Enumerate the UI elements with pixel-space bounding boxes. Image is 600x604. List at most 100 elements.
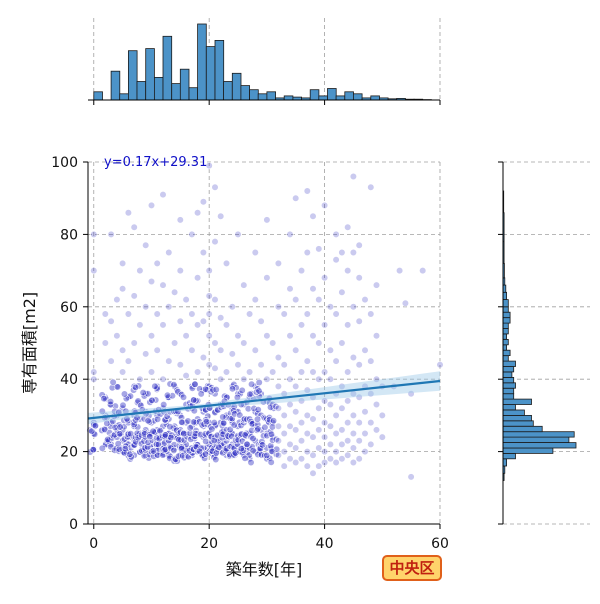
scatter-point — [350, 459, 357, 466]
right-hist-bar — [503, 410, 524, 415]
scatter-point — [200, 318, 207, 325]
scatter-point — [137, 376, 144, 383]
scatter-point — [206, 311, 213, 318]
scatter-point — [333, 256, 340, 263]
right-hist-bar — [503, 334, 507, 339]
scatter-point — [131, 293, 138, 300]
scatter-point — [252, 249, 259, 256]
scatter-point — [316, 405, 323, 412]
scatter-point — [310, 416, 317, 423]
scatter-point — [327, 347, 334, 354]
scatter-point — [368, 441, 375, 448]
scatter-point — [142, 242, 149, 249]
scatter-point — [178, 445, 185, 452]
top-hist-bar — [137, 82, 146, 101]
x-tick-label: 20 — [200, 536, 218, 552]
scatter-point — [177, 267, 184, 274]
scatter-point — [327, 376, 334, 383]
scatter-point — [148, 278, 155, 285]
right-hist-bar — [503, 453, 516, 458]
scatter-point — [200, 249, 207, 256]
scatter-point — [298, 267, 305, 274]
scatter-point — [244, 441, 251, 448]
scatter-point — [316, 445, 323, 452]
scatter-point — [254, 416, 261, 423]
scatter-point — [148, 202, 155, 209]
scatter-point — [211, 419, 218, 426]
scatter-point — [213, 456, 220, 463]
scatter-point — [310, 333, 317, 340]
scatter-point — [281, 412, 288, 419]
scatter-point — [177, 361, 184, 368]
top-hist-bar — [146, 49, 155, 100]
scatter-point — [229, 351, 236, 358]
scatter-point — [104, 436, 111, 443]
scatter-point — [316, 340, 323, 347]
scatter-point — [140, 389, 147, 396]
scatter-point — [327, 441, 334, 448]
scatter-point — [339, 289, 346, 296]
scatter-point — [131, 224, 138, 231]
scatter-point — [344, 419, 351, 426]
scatter-point — [258, 318, 265, 325]
scatter-point — [373, 401, 380, 408]
scatter-point — [160, 322, 167, 329]
scatter-point — [206, 361, 213, 368]
scatter-point — [287, 441, 294, 448]
scatter-point — [256, 388, 263, 395]
scatter-point — [321, 369, 328, 376]
scatter-point — [292, 347, 299, 354]
scatter-point — [152, 383, 159, 390]
top-hist-bar — [163, 36, 172, 100]
scatter-point — [150, 428, 157, 435]
top-hist-bar — [310, 90, 319, 100]
scatter-point — [177, 217, 184, 224]
scatter-point — [255, 426, 262, 433]
scatter-point — [108, 358, 115, 365]
scatter-point — [321, 322, 328, 329]
scatter-point — [368, 184, 375, 191]
right-hist-bar — [503, 356, 508, 361]
y-tick-label: 20 — [60, 445, 78, 461]
scatter-point — [183, 372, 190, 379]
scatter-point — [248, 381, 255, 388]
top-hist-bar — [128, 51, 137, 100]
scatter-point — [206, 293, 213, 300]
scatter-point — [160, 282, 167, 289]
scatter-point — [275, 383, 282, 390]
right-hist-bar — [503, 459, 507, 466]
scatter-point — [119, 369, 126, 376]
scatter-point — [164, 392, 171, 399]
scatter-point — [356, 361, 363, 368]
scatter-point — [160, 376, 167, 383]
right-hist-bar — [503, 377, 514, 382]
scatter-point — [166, 358, 173, 365]
scatter-point — [179, 419, 186, 426]
scatter-point — [242, 455, 249, 462]
scatter-point — [344, 224, 351, 231]
scatter-point — [216, 444, 223, 451]
right-hist-bar — [503, 329, 508, 334]
scatter-point — [196, 448, 203, 455]
scatter-point — [242, 432, 249, 439]
top-hist-bar — [172, 84, 181, 100]
scatter-point — [344, 369, 351, 376]
top-hist-bar — [180, 69, 189, 100]
scatter-point — [189, 347, 196, 354]
top-hist-bar — [353, 94, 362, 100]
scatter-point — [362, 409, 369, 416]
scatter-point — [241, 376, 248, 383]
scatter-point — [154, 311, 161, 318]
scatter-point — [91, 231, 98, 238]
top-hist-bar — [215, 40, 224, 100]
top-hist-bar — [111, 71, 120, 100]
scatter-point — [362, 430, 369, 437]
scatter-point — [194, 275, 201, 282]
y-tick-label: 60 — [60, 300, 78, 316]
scatter-point — [292, 427, 299, 434]
scatter-point — [327, 456, 334, 463]
scatter-point — [190, 397, 197, 404]
